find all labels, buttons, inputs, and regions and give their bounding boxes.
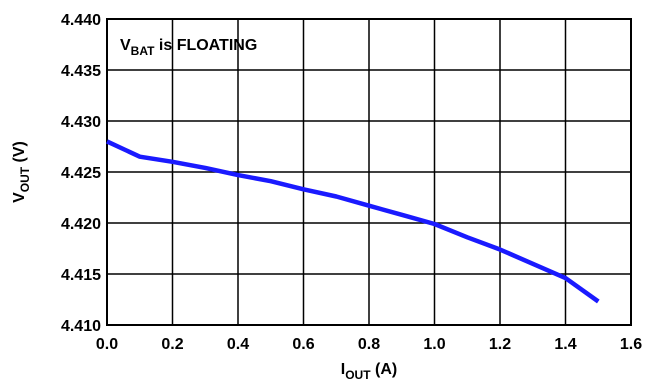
series-line	[106, 139, 600, 304]
x-tick-label: 0.8	[358, 336, 380, 353]
annotation: VBAT is FLOATING	[120, 37, 257, 58]
y-axis-title-text: VOUT (V)	[11, 141, 32, 203]
y-axis-title: VOUT (V)	[11, 141, 32, 203]
grid	[106, 18, 632, 326]
x-axis-title-text: IOUT (A)	[341, 361, 397, 382]
y-tick-label: 4.435	[61, 63, 101, 80]
y-tick-label: 4.410	[61, 318, 101, 335]
series	[106, 139, 600, 304]
x-tick-label: 0.0	[96, 336, 118, 353]
x-tick-label: 1.6	[620, 336, 642, 353]
x-tick-label: 0.6	[292, 336, 314, 353]
y-tick-labels: 4.410 4.415 4.420 4.425 4.430 4.435 4.440	[61, 12, 101, 335]
y-tick-label: 4.440	[61, 12, 101, 29]
y-tick-label: 4.430	[61, 114, 101, 131]
x-axis-title: IOUT (A)	[341, 361, 397, 382]
x-tick-label: 1.4	[554, 336, 576, 353]
x-tick-label: 1.0	[423, 336, 445, 353]
x-tick-labels: 0.0 0.2 0.4 0.6 0.8 1.0 1.2 1.4 1.6	[96, 336, 642, 353]
plot-frame	[106, 18, 632, 326]
y-tick-label: 4.415	[61, 267, 101, 284]
x-tick-label: 1.2	[489, 336, 511, 353]
x-tick-label: 0.4	[227, 336, 249, 353]
x-tick-label: 0.2	[161, 336, 183, 353]
annotation-text: VBAT is FLOATING	[120, 37, 257, 58]
y-tick-label: 4.420	[61, 216, 101, 233]
y-tick-label: 4.425	[61, 165, 101, 182]
